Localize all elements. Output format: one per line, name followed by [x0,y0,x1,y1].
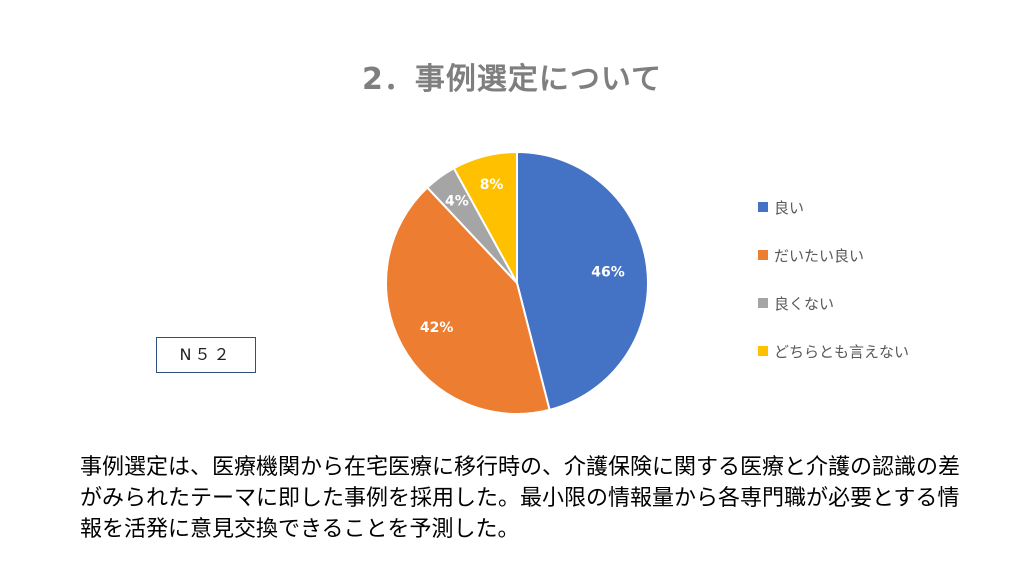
legend-swatch [758,298,768,308]
pie-slice [385,186,551,415]
legend-swatch [758,202,768,212]
legend-swatch [758,250,768,260]
data-label: 46% [591,265,625,281]
sample-size-box: N５２ [156,337,256,373]
pie-slice [516,150,649,412]
data-label: 42% [420,320,454,336]
legend-label: だいたい良い [774,246,865,265]
legend-item: 良い [758,183,909,231]
legend-swatch [758,346,768,356]
data-label: 8% [480,177,504,193]
legend-item: 良くない [758,279,909,327]
legend-item: どちらとも言えない [758,327,909,375]
legend-label: 良い [774,198,805,217]
legend-label: 良くない [774,294,835,313]
chart-legend: 良い だいたい良い 良くない どちらとも言えない [758,183,909,375]
legend-item: だいたい良い [758,231,909,279]
legend-label: どちらとも言えない [774,342,910,361]
chart-title: 2．事例選定について [362,62,662,97]
data-label: 4% [445,193,469,209]
pie-slice [452,150,518,284]
caption-text: 事例選定は、医療機関から在宅医療に移行時の、介護保険に関する医療と介護の認識の差… [80,455,961,542]
